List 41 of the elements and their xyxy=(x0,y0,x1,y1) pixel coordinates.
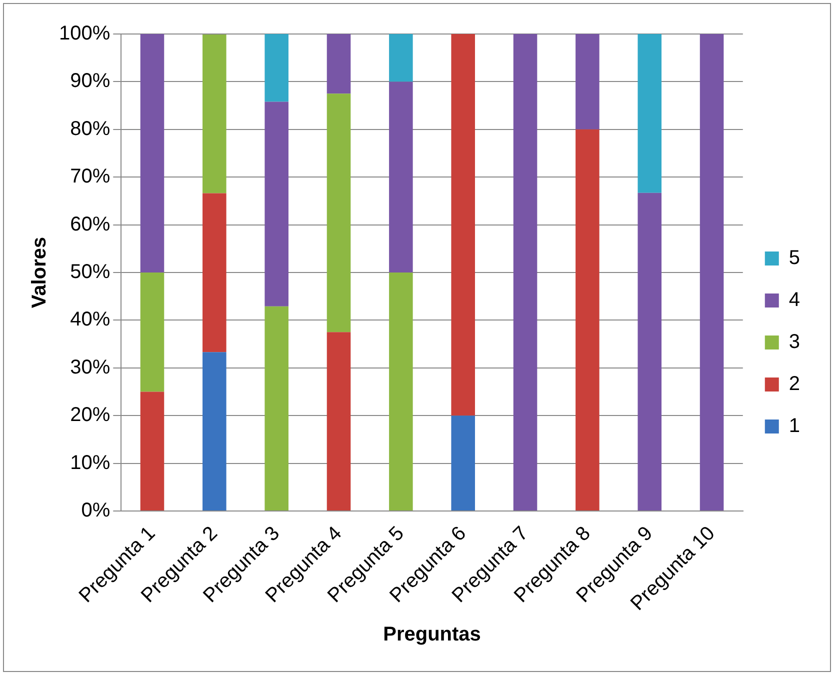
y-axis-title: Valores xyxy=(28,236,51,308)
bar xyxy=(638,192,662,510)
legend-label: 3 xyxy=(788,331,800,354)
legend-label: 4 xyxy=(788,289,800,312)
bar xyxy=(389,34,413,82)
bar xyxy=(202,352,226,510)
y-tick-label: 50% xyxy=(70,261,110,283)
y-tick-label: 60% xyxy=(70,213,110,236)
bar xyxy=(326,94,351,332)
y-tick-label: 10% xyxy=(70,452,110,474)
bar xyxy=(576,34,600,130)
bar xyxy=(264,34,288,102)
y-tick-label: 80% xyxy=(70,118,110,140)
bar xyxy=(326,34,351,94)
bar xyxy=(140,34,164,272)
bar xyxy=(140,272,164,392)
bar xyxy=(513,34,538,510)
bar xyxy=(389,82,413,272)
legend-label: 2 xyxy=(788,373,800,396)
legend-label: 5 xyxy=(788,247,800,270)
y-tick-label: 40% xyxy=(70,308,110,331)
bar xyxy=(389,272,413,510)
y-tick-label: 30% xyxy=(70,356,110,378)
x-axis-title: Preguntas xyxy=(383,624,481,646)
bar xyxy=(264,306,288,510)
bar xyxy=(202,34,226,194)
bar xyxy=(264,102,288,306)
bar xyxy=(202,193,226,352)
y-tick-label: 70% xyxy=(70,166,110,188)
y-tick-label: 20% xyxy=(70,404,110,426)
bar xyxy=(638,34,662,193)
bar xyxy=(700,34,724,510)
legend-label: 1 xyxy=(788,415,800,438)
y-tick-label: 100% xyxy=(58,22,110,45)
y-tick-label: 0% xyxy=(81,499,110,522)
bar xyxy=(140,392,164,510)
y-tick-label: 90% xyxy=(70,70,110,92)
bar xyxy=(451,34,475,416)
bar xyxy=(326,332,351,510)
bar xyxy=(576,129,600,510)
bar xyxy=(451,416,475,510)
